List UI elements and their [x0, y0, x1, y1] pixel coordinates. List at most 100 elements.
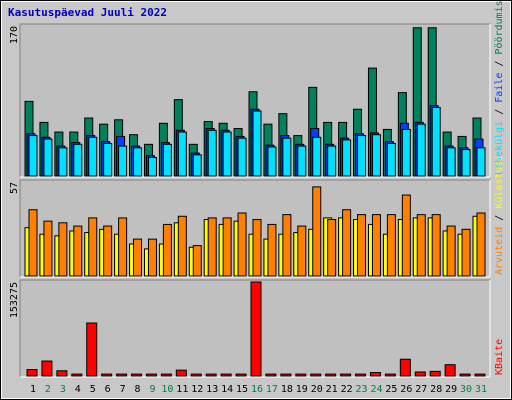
bar [384, 373, 396, 377]
bar [207, 217, 217, 277]
bar [280, 373, 292, 377]
bar [205, 373, 217, 377]
bar [118, 217, 128, 277]
legend-separator: / [494, 209, 505, 227]
bar [73, 225, 83, 277]
y-tick-label: 57 [9, 182, 20, 194]
x-tick-label: 16 [251, 384, 263, 395]
y-tick-label: 153275 [9, 282, 20, 318]
bar [399, 358, 411, 377]
legend-entry: Arvuteid [494, 227, 505, 275]
bar [371, 134, 381, 177]
bar [28, 209, 38, 277]
bar [207, 129, 217, 177]
bar [416, 214, 426, 277]
x-tick-label: 19 [296, 384, 308, 395]
bar [177, 131, 187, 177]
bar [86, 322, 98, 377]
bar [252, 110, 262, 177]
bar [371, 214, 381, 277]
bar [175, 369, 187, 377]
bar [476, 212, 486, 277]
bar [342, 209, 352, 277]
bar [88, 136, 98, 177]
bar [88, 217, 98, 277]
bar [71, 373, 83, 377]
bar [58, 147, 68, 177]
x-tick-label: 17 [266, 384, 278, 395]
bar [295, 373, 307, 377]
x-tick-label: 30 [460, 384, 472, 395]
bar [461, 149, 471, 177]
x-tick-label: 2 [45, 384, 51, 395]
bar [386, 142, 396, 177]
legend-entry: Lehekülgi [494, 121, 505, 175]
x-tick-label: 26 [400, 384, 412, 395]
bar [237, 212, 247, 277]
legend: Lehekülgi / Faile / Pöördumisi [494, 0, 505, 175]
x-tick-label: 12 [191, 384, 203, 395]
x-tick-label: 21 [326, 384, 338, 395]
x-tick-label: 9 [149, 384, 155, 395]
bar [28, 135, 38, 177]
bar [147, 156, 157, 177]
bar [145, 373, 157, 377]
bar [177, 215, 187, 277]
bar [103, 225, 113, 277]
bar [325, 373, 337, 377]
bar [312, 186, 322, 277]
bar [162, 143, 172, 177]
bar [192, 154, 202, 177]
x-tick-label: 8 [135, 384, 141, 395]
x-tick-label: 4 [75, 384, 81, 395]
bar [431, 214, 441, 277]
bar [357, 135, 367, 177]
bar [190, 373, 202, 377]
bar [267, 146, 277, 177]
x-tick-label: 13 [206, 384, 218, 395]
x-tick-label: 14 [221, 384, 233, 395]
x-tick-label: 3 [60, 384, 66, 395]
bar [355, 373, 367, 377]
bar [252, 219, 262, 277]
x-tick-label: 28 [430, 384, 442, 395]
bar [235, 373, 247, 377]
bar [327, 145, 337, 177]
x-tick-label: 29 [445, 384, 457, 395]
bar [476, 147, 486, 177]
x-tick-label: 15 [236, 384, 248, 395]
x-tick-label: 27 [415, 384, 427, 395]
bar [43, 138, 53, 177]
y-tick-label: 170 [9, 26, 20, 44]
bar [101, 373, 113, 377]
legend-entry: Külastusi [494, 155, 505, 209]
bar [401, 194, 411, 277]
bar [267, 223, 277, 277]
x-tick-label: 22 [341, 384, 353, 395]
bar [43, 220, 53, 277]
bar [147, 238, 157, 277]
bar [133, 147, 143, 177]
bar [461, 228, 471, 277]
bar [116, 373, 128, 377]
bar [250, 281, 262, 377]
bar [446, 225, 456, 277]
bar [282, 137, 292, 177]
bar [386, 214, 396, 277]
bar [446, 147, 456, 177]
bar [118, 145, 128, 177]
bar [401, 128, 411, 177]
legend-entry: Faile [494, 73, 505, 103]
bar [282, 214, 292, 277]
bar [474, 373, 486, 377]
bar [160, 373, 172, 377]
bar [56, 370, 68, 377]
legend-entry: KBaite [494, 339, 505, 375]
bar [297, 145, 307, 177]
legend-entry: Pöördumisi [494, 0, 505, 55]
x-tick-label: 18 [281, 384, 293, 395]
legend: Arvuteid / Külastusi [494, 155, 505, 275]
bar [73, 143, 83, 177]
